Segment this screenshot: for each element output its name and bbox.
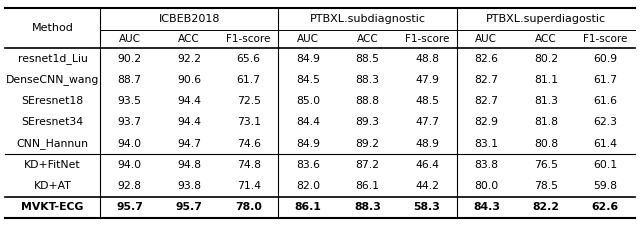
Text: 78.0: 78.0 <box>235 202 262 212</box>
Text: AUC: AUC <box>119 34 141 44</box>
Text: 47.7: 47.7 <box>415 117 439 127</box>
Text: F1-score: F1-score <box>583 34 627 44</box>
Text: F1-score: F1-score <box>404 34 449 44</box>
Text: 93.8: 93.8 <box>177 181 201 191</box>
Text: 62.6: 62.6 <box>592 202 619 212</box>
Text: ACC: ACC <box>535 34 557 44</box>
Text: Method: Method <box>31 23 74 33</box>
Text: 80.0: 80.0 <box>474 181 499 191</box>
Text: ACC: ACC <box>179 34 200 44</box>
Text: ACC: ACC <box>356 34 378 44</box>
Text: 83.8: 83.8 <box>474 160 499 170</box>
Text: 47.9: 47.9 <box>415 75 439 85</box>
Text: 74.6: 74.6 <box>237 139 260 149</box>
Text: 46.4: 46.4 <box>415 160 439 170</box>
Text: 81.1: 81.1 <box>534 75 558 85</box>
Text: SEresnet34: SEresnet34 <box>21 117 84 127</box>
Text: 59.8: 59.8 <box>593 181 617 191</box>
Text: 93.5: 93.5 <box>118 96 141 106</box>
Text: resnet1d_Liu: resnet1d_Liu <box>17 53 88 64</box>
Text: 86.1: 86.1 <box>294 202 321 212</box>
Text: 80.2: 80.2 <box>534 54 558 64</box>
Text: 78.5: 78.5 <box>534 181 558 191</box>
Text: 62.3: 62.3 <box>593 117 617 127</box>
Text: 84.3: 84.3 <box>473 202 500 212</box>
Text: 61.6: 61.6 <box>593 96 617 106</box>
Text: 94.7: 94.7 <box>177 139 201 149</box>
Text: 88.3: 88.3 <box>355 75 380 85</box>
Text: 90.6: 90.6 <box>177 75 201 85</box>
Text: 89.3: 89.3 <box>355 117 380 127</box>
Text: CNN_Hannun: CNN_Hannun <box>17 138 88 149</box>
Text: 81.3: 81.3 <box>534 96 558 106</box>
Text: 44.2: 44.2 <box>415 181 439 191</box>
Text: 60.1: 60.1 <box>593 160 618 170</box>
Text: 60.9: 60.9 <box>593 54 618 64</box>
Text: KD+AT: KD+AT <box>34 181 72 191</box>
Text: MVKT-ECG: MVKT-ECG <box>21 202 84 212</box>
Text: 82.6: 82.6 <box>474 54 499 64</box>
Text: 88.8: 88.8 <box>355 96 380 106</box>
Text: 83.6: 83.6 <box>296 160 320 170</box>
Text: PTBXL.subdiagnostic: PTBXL.subdiagnostic <box>310 14 426 24</box>
Text: 93.7: 93.7 <box>118 117 141 127</box>
Text: 92.8: 92.8 <box>118 181 141 191</box>
Text: 80.8: 80.8 <box>534 139 558 149</box>
Text: 76.5: 76.5 <box>534 160 558 170</box>
Text: 82.7: 82.7 <box>474 75 499 85</box>
Text: 89.2: 89.2 <box>355 139 380 149</box>
Text: 95.7: 95.7 <box>116 202 143 212</box>
Text: DenseCNN_wang: DenseCNN_wang <box>6 74 99 85</box>
Text: 94.4: 94.4 <box>177 117 201 127</box>
Text: F1-score: F1-score <box>227 34 271 44</box>
Text: 61.7: 61.7 <box>237 75 260 85</box>
Text: 74.8: 74.8 <box>237 160 260 170</box>
Text: SEresnet18: SEresnet18 <box>21 96 84 106</box>
Text: 87.2: 87.2 <box>355 160 380 170</box>
Text: 82.9: 82.9 <box>474 117 499 127</box>
Text: KD+FitNet: KD+FitNet <box>24 160 81 170</box>
Text: 84.9: 84.9 <box>296 54 320 64</box>
Text: 86.1: 86.1 <box>355 181 380 191</box>
Text: 61.4: 61.4 <box>593 139 617 149</box>
Text: 82.0: 82.0 <box>296 181 320 191</box>
Text: 94.8: 94.8 <box>177 160 201 170</box>
Text: 85.0: 85.0 <box>296 96 320 106</box>
Text: 88.3: 88.3 <box>354 202 381 212</box>
Text: 94.4: 94.4 <box>177 96 201 106</box>
Text: PTBXL.superdiagostic: PTBXL.superdiagostic <box>486 14 606 24</box>
Text: 48.9: 48.9 <box>415 139 439 149</box>
Text: ICBEB2018: ICBEB2018 <box>159 14 220 24</box>
Text: 58.3: 58.3 <box>413 202 440 212</box>
Text: 92.2: 92.2 <box>177 54 201 64</box>
Text: AUC: AUC <box>476 34 497 44</box>
Text: 88.7: 88.7 <box>118 75 141 85</box>
Text: 81.8: 81.8 <box>534 117 558 127</box>
Text: 84.5: 84.5 <box>296 75 320 85</box>
Text: 94.0: 94.0 <box>118 139 142 149</box>
Text: 73.1: 73.1 <box>237 117 260 127</box>
Text: 48.5: 48.5 <box>415 96 439 106</box>
Text: 83.1: 83.1 <box>474 139 499 149</box>
Text: 82.2: 82.2 <box>532 202 559 212</box>
Text: 95.7: 95.7 <box>176 202 203 212</box>
Text: 71.4: 71.4 <box>237 181 260 191</box>
Text: 48.8: 48.8 <box>415 54 439 64</box>
Text: AUC: AUC <box>297 34 319 44</box>
Text: 65.6: 65.6 <box>237 54 260 64</box>
Text: 72.5: 72.5 <box>237 96 260 106</box>
Text: 88.5: 88.5 <box>355 54 380 64</box>
Text: 84.9: 84.9 <box>296 139 320 149</box>
Text: 61.7: 61.7 <box>593 75 617 85</box>
Text: 82.7: 82.7 <box>474 96 499 106</box>
Text: 94.0: 94.0 <box>118 160 142 170</box>
Text: 90.2: 90.2 <box>118 54 142 64</box>
Text: 84.4: 84.4 <box>296 117 320 127</box>
